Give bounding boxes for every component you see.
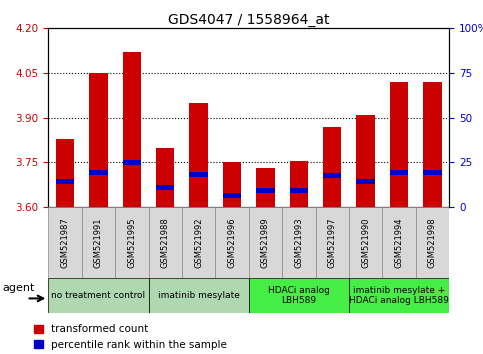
Text: HDACi analog
LBH589: HDACi analog LBH589 xyxy=(268,286,330,305)
Text: GSM521992: GSM521992 xyxy=(194,217,203,268)
Text: GSM521995: GSM521995 xyxy=(128,217,136,268)
Bar xyxy=(323,127,341,207)
Bar xyxy=(223,193,241,198)
FancyBboxPatch shape xyxy=(249,278,349,313)
Text: GSM521991: GSM521991 xyxy=(94,217,103,268)
Text: no treatment control: no treatment control xyxy=(51,291,145,300)
Bar xyxy=(390,82,408,207)
Bar xyxy=(89,170,108,175)
Text: GSM521996: GSM521996 xyxy=(227,217,237,268)
FancyBboxPatch shape xyxy=(349,207,383,278)
Bar xyxy=(423,82,441,207)
FancyBboxPatch shape xyxy=(349,278,449,313)
Bar xyxy=(390,170,408,175)
FancyBboxPatch shape xyxy=(48,207,82,278)
Text: GSM521987: GSM521987 xyxy=(60,217,70,268)
Text: GSM521993: GSM521993 xyxy=(294,217,303,268)
Text: GSM521994: GSM521994 xyxy=(395,217,404,268)
FancyBboxPatch shape xyxy=(115,207,149,278)
FancyBboxPatch shape xyxy=(82,207,115,278)
Bar xyxy=(223,162,241,207)
Bar xyxy=(290,161,308,207)
Legend: transformed count, percentile rank within the sample: transformed count, percentile rank withi… xyxy=(29,320,231,354)
FancyBboxPatch shape xyxy=(48,278,149,313)
Text: imatinib mesylate: imatinib mesylate xyxy=(157,291,240,300)
Bar xyxy=(323,173,341,178)
Bar xyxy=(423,170,441,175)
Title: GDS4047 / 1558964_at: GDS4047 / 1558964_at xyxy=(168,13,329,27)
FancyBboxPatch shape xyxy=(416,207,449,278)
FancyBboxPatch shape xyxy=(282,207,315,278)
FancyBboxPatch shape xyxy=(315,207,349,278)
Bar xyxy=(189,103,208,207)
FancyBboxPatch shape xyxy=(215,207,249,278)
Bar xyxy=(56,138,74,207)
Text: GSM521989: GSM521989 xyxy=(261,217,270,268)
Bar xyxy=(256,169,275,207)
Bar xyxy=(123,52,141,207)
Bar xyxy=(356,115,375,207)
Text: GSM521990: GSM521990 xyxy=(361,217,370,268)
FancyBboxPatch shape xyxy=(383,207,416,278)
Bar xyxy=(256,188,275,193)
FancyBboxPatch shape xyxy=(149,278,249,313)
Bar xyxy=(356,179,375,184)
FancyBboxPatch shape xyxy=(249,207,282,278)
Bar xyxy=(290,188,308,193)
Bar xyxy=(156,148,174,207)
Text: agent: agent xyxy=(2,283,35,293)
FancyBboxPatch shape xyxy=(149,207,182,278)
Text: imatinib mesylate +
HDACi analog LBH589: imatinib mesylate + HDACi analog LBH589 xyxy=(349,286,449,305)
Text: GSM521988: GSM521988 xyxy=(161,217,170,268)
Bar xyxy=(56,179,74,184)
Bar xyxy=(189,172,208,177)
Bar xyxy=(89,73,108,207)
Bar xyxy=(123,160,141,165)
Bar xyxy=(156,185,174,190)
Text: GSM521998: GSM521998 xyxy=(428,217,437,268)
Text: GSM521997: GSM521997 xyxy=(328,217,337,268)
FancyBboxPatch shape xyxy=(182,207,215,278)
